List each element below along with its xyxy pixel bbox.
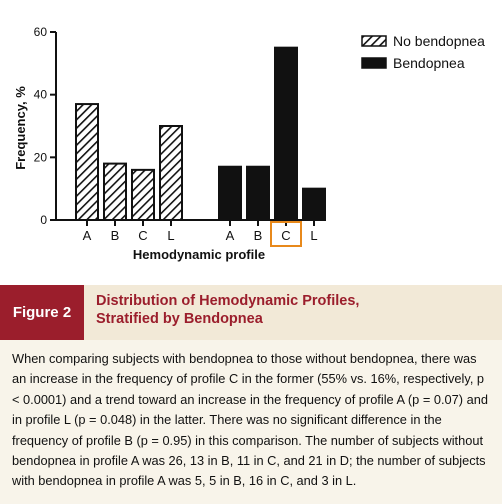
y-tick-label: 0 xyxy=(40,213,47,227)
bar-bendopnea-a xyxy=(218,165,242,222)
bar-no-bendopnea-c xyxy=(131,168,155,222)
y-tick-label: 40 xyxy=(34,88,48,102)
x-tick-label: C xyxy=(138,228,147,243)
y-axis-title: Frequency, % xyxy=(13,86,28,170)
x-tick-label: B xyxy=(111,228,120,243)
figure-label: Figure 2 xyxy=(0,285,84,340)
figure-caption: When comparing subjects with bendopnea t… xyxy=(0,340,502,504)
legend-swatch-no-bendopnea xyxy=(361,35,387,47)
x-tick-label: A xyxy=(83,228,92,243)
figure-title-line-1: Distribution of Hemodynamic Profiles, xyxy=(96,293,360,309)
figure-title-line-2: Stratified by Bendopnea xyxy=(96,311,263,327)
bar-no-bendopnea-b xyxy=(103,162,127,222)
x-axis-title: Hemodynamic profile xyxy=(133,247,265,262)
bar-no-bendopnea-a xyxy=(75,103,99,221)
x-tick-label: A xyxy=(226,228,235,243)
legend: No bendopnea Bendopnea xyxy=(361,33,485,71)
x-tick-label: C xyxy=(281,228,290,243)
y-tick-label: 20 xyxy=(34,150,48,164)
x-tick-label: B xyxy=(254,228,263,243)
bar-bendopnea-b xyxy=(246,165,270,222)
legend-label: Bendopnea xyxy=(393,55,465,71)
legend-swatch-bendopnea xyxy=(361,57,387,69)
legend-label: No bendopnea xyxy=(393,33,485,49)
bar-no-bendopnea-l xyxy=(159,125,183,221)
y-tick-label: 60 xyxy=(34,25,48,39)
bar-bendopnea-c xyxy=(274,46,298,221)
x-tick-label: L xyxy=(167,228,174,243)
x-tick-label: L xyxy=(310,228,317,243)
bar-chart: 0 20 40 60 A B C L A B C L Frequency, % Hemodynamic… xyxy=(13,25,485,262)
highlight-box xyxy=(270,221,302,247)
figure-title: Distribution of Hemodynamic Profiles, St… xyxy=(96,292,486,328)
bar-bendopnea-l xyxy=(302,187,326,222)
